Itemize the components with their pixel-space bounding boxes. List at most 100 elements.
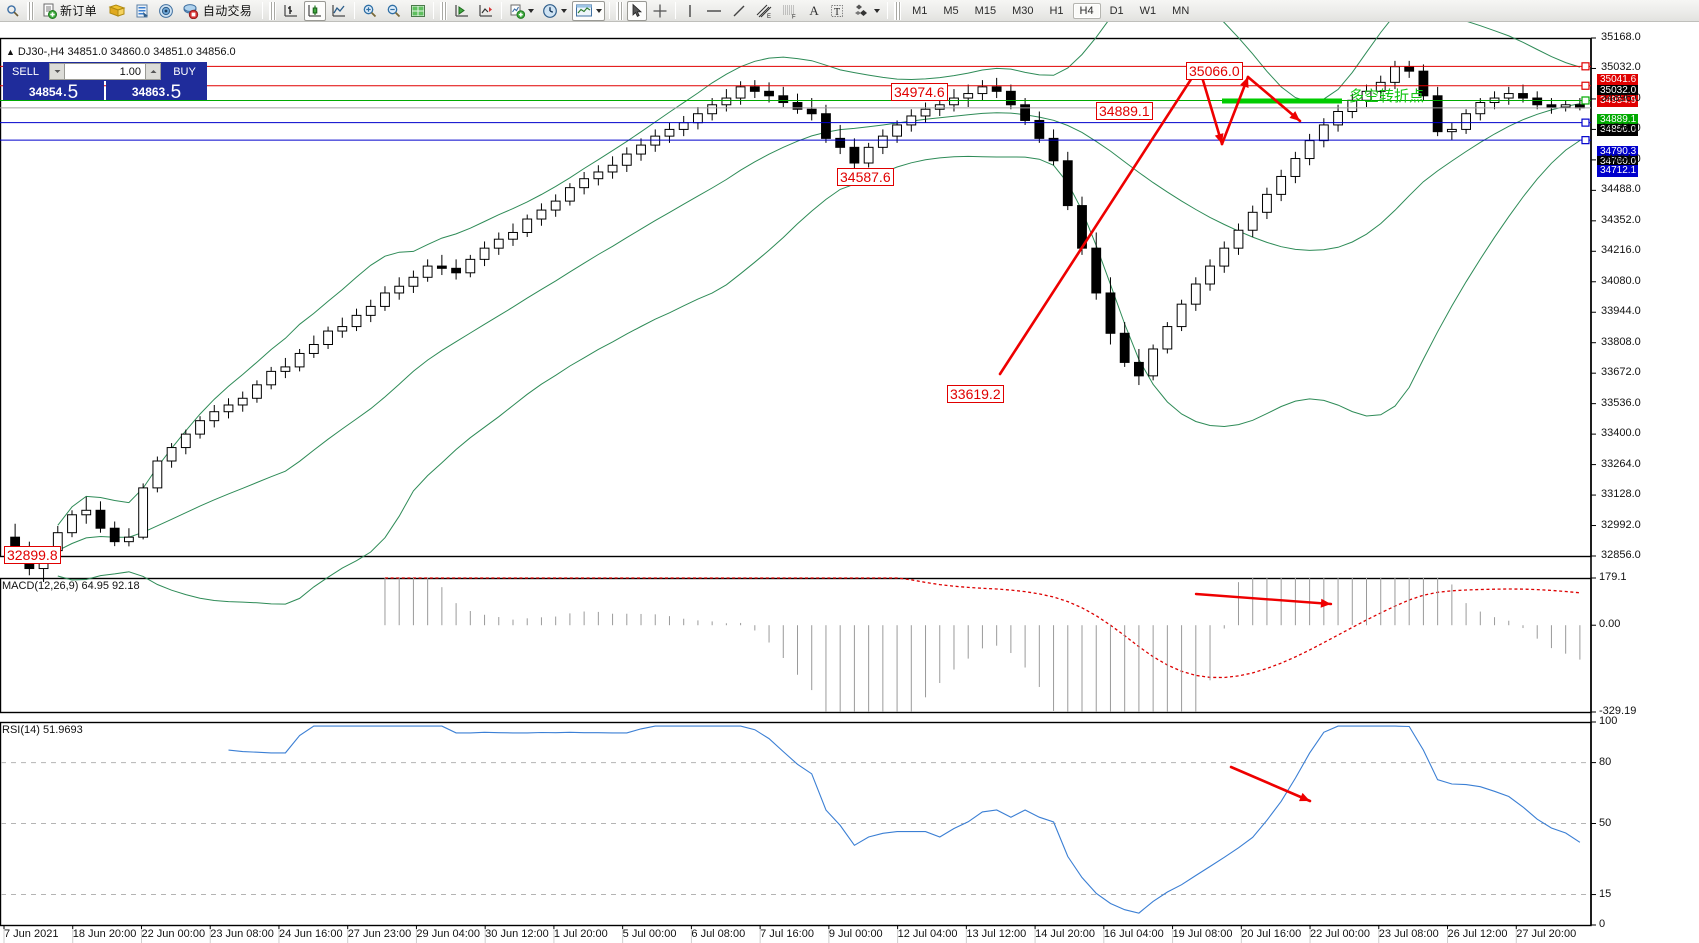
annotation-34974[interactable]: 34974.6 (891, 83, 948, 101)
tag-blue-upper[interactable]: 34790.3 (1597, 146, 1639, 158)
objects-dropdown-caret[interactable] (874, 8, 881, 13)
time-axis-label: 1 Jul 20:00 (553, 928, 608, 940)
new-order-button[interactable]: 新订单 (38, 1, 103, 21)
timeframe-m1[interactable]: M1 (912, 4, 928, 17)
sell-price-main: 34854 (28, 85, 63, 99)
indicators-dropdown-caret[interactable] (528, 8, 535, 13)
annotation-34889[interactable]: 34889.1 (1096, 102, 1153, 120)
text-label-button[interactable]: T (826, 1, 848, 21)
tag-resistance[interactable]: 34954.9 (1597, 95, 1639, 107)
auto-scroll-button[interactable] (451, 1, 473, 21)
rsi-axis-label: 15 (1599, 887, 1612, 900)
macd-axis-label: -329.19 (1599, 705, 1637, 717)
chart-area[interactable]: ▲ DJ30-,H4 34851.0 34860.0 34851.0 34856.… (0, 22, 1699, 943)
crosshair-button[interactable] (649, 1, 671, 21)
periods-dropdown-caret[interactable] (561, 8, 568, 13)
time-axis-label: 22 Jun 00:00 (141, 928, 206, 940)
macd-axis-label: 0.00 (1599, 618, 1621, 631)
text-button[interactable]: A (804, 1, 824, 21)
line-chart-button[interactable] (328, 1, 350, 21)
toolbar-grip-4[interactable] (616, 1, 624, 20)
sell-price[interactable]: 34854 . 5 (3, 81, 104, 103)
chart-shift-button[interactable] (475, 1, 497, 21)
volume-stepper[interactable]: 1.00 (48, 62, 162, 81)
cursor-button[interactable] (627, 0, 648, 21)
annotation-32899[interactable]: 32899.8 (4, 546, 61, 564)
time-axis-label: 9 Jul 00:00 (828, 928, 883, 940)
rsi-axis-label: 50 (1599, 816, 1612, 829)
zoom-in-button[interactable] (359, 1, 381, 21)
toolbar-grip[interactable] (27, 1, 34, 20)
tag-sell-limit[interactable]: 35041.6 (1597, 74, 1639, 86)
annotation-34587[interactable]: 34587.6 (837, 168, 894, 186)
data-window-button[interactable] (105, 1, 129, 21)
timeframe-d1[interactable]: D1 (1109, 4, 1124, 17)
timeframe-m15[interactable]: M15 (974, 4, 997, 17)
tag-hidden[interactable]: 35032.0 (1597, 85, 1639, 97)
sell-button[interactable]: SELL (3, 62, 48, 81)
toolbar-separator-6 (675, 2, 677, 19)
tag-last-price[interactable]: 34856.0 (1597, 124, 1639, 136)
navigator-button[interactable] (155, 1, 177, 21)
toolbar-grip-5[interactable] (894, 1, 902, 20)
indicators-button[interactable] (506, 1, 537, 21)
timeframe-h1[interactable]: H1 (1049, 4, 1064, 17)
text-icon: A (809, 2, 819, 18)
timeframe-mn[interactable]: MN (1172, 4, 1190, 17)
periods-button[interactable] (539, 1, 570, 21)
bar-chart-button[interactable] (280, 1, 302, 21)
vertical-line-button[interactable] (680, 1, 700, 21)
crosshair-icon (653, 4, 667, 17)
zoom-in-icon (363, 4, 377, 17)
buy-price-separator: . (166, 85, 170, 99)
autotrade-button[interactable]: 自动交易 (179, 1, 258, 21)
zoom-out-button[interactable] (383, 1, 405, 21)
equidistant-channel-button[interactable]: E (752, 1, 776, 21)
trendline-button[interactable] (728, 1, 750, 21)
annotation-33619[interactable]: 33619.2 (947, 385, 1004, 403)
rsi-axis-label: 0 (1599, 918, 1606, 930)
objects-list-button[interactable] (850, 1, 883, 21)
price-axis-label: 32992.0 (1601, 518, 1641, 531)
time-axis-label: 16 Jul 04:00 (1103, 928, 1164, 940)
one-click-trading-panel[interactable]: SELL 1.00 BUY (3, 62, 207, 103)
toolbar-overflow-icon[interactable] (3, 1, 23, 21)
horizontal-line-button[interactable] (702, 1, 726, 21)
annotation-35066[interactable]: 35066.0 (1186, 62, 1243, 80)
time-axis-label: 27 Jul 20:00 (1516, 928, 1577, 940)
volume-decrease-button[interactable] (49, 63, 65, 80)
buy-button[interactable]: BUY (162, 62, 207, 81)
price-axis-label: 35168.0 (1601, 31, 1641, 43)
buy-price-main: 34863 (131, 85, 166, 99)
buy-price-fraction: 5 (170, 82, 182, 103)
macd-indicator-label: MACD(12,26,9) 64.95 92.18 (2, 580, 140, 592)
tag-support-green[interactable]: 34889.1 (1597, 114, 1639, 126)
timeframe-h4[interactable]: H4 (1072, 2, 1101, 19)
svg-text:T: T (834, 7, 840, 18)
volume-input[interactable]: 1.00 (65, 63, 145, 80)
timeframe-w1[interactable]: W1 (1139, 4, 1157, 17)
timeframe-m30[interactable]: M30 (1012, 4, 1034, 17)
horizontal-line-icon (707, 9, 722, 12)
sell-price-fraction: 5 (67, 82, 79, 103)
price-axis-label: 34080.0 (1601, 274, 1641, 287)
price-axis-label: 33264.0 (1601, 457, 1641, 470)
timeframe-m5[interactable]: M5 (943, 4, 959, 17)
fibonacci-button[interactable]: F (778, 1, 802, 21)
toolbar-grip-2[interactable] (269, 1, 277, 20)
tag-blue-lower[interactable]: 34712.1 (1597, 165, 1639, 177)
toolbar-grip-3[interactable] (440, 1, 448, 20)
price-axis-label: 32856.0 (1601, 549, 1641, 561)
svg-text:E: E (767, 14, 771, 19)
terminal-button[interactable] (131, 1, 153, 21)
templates-dropdown-caret[interactable] (596, 8, 603, 13)
chart-collapse-icon[interactable]: ▲ (6, 47, 15, 57)
sell-price-separator: . (63, 85, 67, 99)
candlestick-chart-button[interactable] (304, 0, 327, 21)
tile-windows-button[interactable] (407, 1, 429, 21)
buy-price[interactable]: 34863 . 5 (106, 81, 207, 103)
volume-increase-button[interactable] (145, 63, 161, 80)
templates-button[interactable] (572, 0, 606, 21)
channel-icon: E (756, 4, 772, 19)
toolbar-separator-2 (354, 2, 356, 19)
